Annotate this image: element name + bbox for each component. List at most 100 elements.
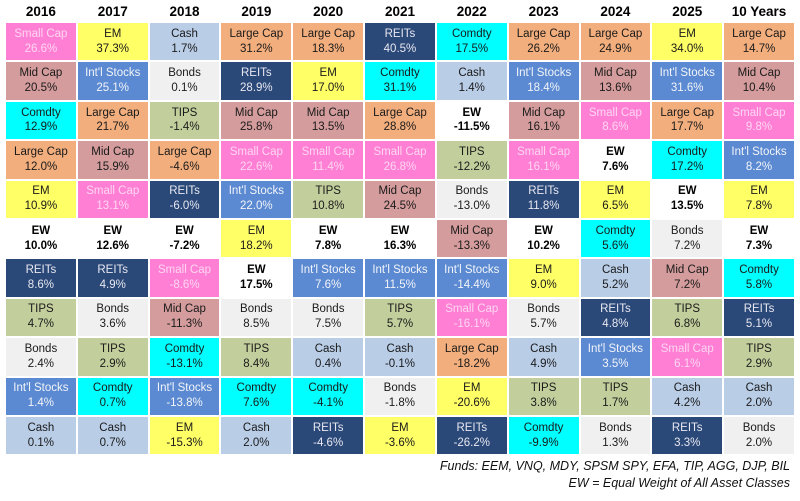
- asset-return: 17.5%: [240, 279, 273, 292]
- asset-cell: TIPS 6.8%: [652, 298, 723, 337]
- asset-cell: Mid Cap 7.2%: [652, 259, 723, 297]
- asset-name: Large Cap: [444, 342, 499, 355]
- asset-cell: Small Cap 9.8%: [724, 101, 794, 140]
- asset-cell: Comdty -13.1%: [149, 338, 220, 376]
- asset-cell: Mid Cap 15.9%: [77, 141, 148, 179]
- asset-return: 8.5%: [243, 318, 270, 331]
- asset-name: Comdty: [739, 264, 779, 277]
- asset-name: Large Cap: [301, 27, 356, 40]
- asset-cell: Small Cap 13.1%: [77, 180, 148, 218]
- asset-name: Comdty: [308, 382, 348, 395]
- asset-name: Large Cap: [660, 106, 715, 119]
- asset-cell: EW -7.2%: [149, 219, 220, 258]
- asset-name: Cash: [314, 342, 342, 355]
- asset-cell: TIPS 2.9%: [77, 338, 148, 376]
- asset-cell: EM -20.6%: [436, 377, 507, 415]
- asset-return: 5.7%: [530, 318, 557, 331]
- asset-name: EW: [749, 224, 769, 237]
- asset-cell: Cash 0.1%: [6, 416, 76, 455]
- asset-return: -18.2%: [453, 357, 490, 370]
- asset-name: EM: [534, 264, 553, 277]
- asset-cell: EW 7.8%: [293, 219, 364, 258]
- asset-name: Small Cap: [229, 145, 283, 158]
- asset-cell: Bonds 7.5%: [293, 298, 364, 337]
- asset-name: Comdty: [380, 67, 420, 80]
- asset-cell: EM 9.0%: [508, 259, 579, 297]
- asset-return: -4.6%: [169, 160, 200, 173]
- asset-cell: EM 37.3%: [77, 23, 148, 61]
- asset-name: Cash: [601, 264, 629, 277]
- asset-name: Bonds: [240, 303, 273, 316]
- year-header: 2018: [149, 2, 220, 21]
- asset-cell: Small Cap -8.6%: [149, 259, 220, 297]
- asset-return: 2.0%: [243, 436, 270, 449]
- asset-return: 5.7%: [386, 318, 414, 331]
- asset-name: TIPS: [530, 382, 557, 395]
- asset-name: Mid Cap: [19, 67, 63, 80]
- asset-return: 11.5%: [384, 279, 416, 292]
- quilt-column: 2025 EM 34.0% Int'l Stocks 31.6% Large Cap 17.…: [652, 2, 723, 455]
- quilt-column: 2024 Large Cap 24.9% Mid Cap 13.6% Small Cap 8…: [580, 2, 651, 455]
- asset-name: TIPS: [243, 342, 270, 355]
- asset-return: 13.1%: [96, 200, 130, 213]
- asset-return: 7.5%: [315, 318, 342, 331]
- asset-name: Cash: [27, 421, 55, 434]
- asset-name: EM: [391, 421, 409, 434]
- asset-cell: Comdty 5.8%: [724, 259, 794, 297]
- asset-name: TIPS: [28, 303, 54, 316]
- asset-return: 31.2%: [240, 42, 273, 55]
- asset-name: Mid Cap: [522, 106, 565, 119]
- asset-return: 16.1%: [527, 160, 560, 173]
- asset-cell: EW -11.5%: [436, 101, 507, 140]
- asset-name: EM: [104, 27, 122, 40]
- asset-name: Bonds: [96, 303, 130, 316]
- asset-return: 2.9%: [745, 357, 773, 370]
- asset-cell: Comdty 5.6%: [580, 219, 651, 258]
- asset-return: 28.9%: [240, 82, 273, 95]
- asset-cell: EW 7.6%: [580, 141, 651, 179]
- asset-cell: REITs 8.6%: [6, 259, 76, 297]
- asset-name: Bonds: [24, 342, 58, 355]
- asset-return: 10.8%: [311, 200, 345, 213]
- asset-return: -13.0%: [453, 200, 490, 213]
- quilt-column: 2022 Comdty 17.5% Cash 1.4% EW -11.5% TIPS -12.2…: [436, 2, 507, 455]
- asset-return: -11.5%: [453, 121, 490, 134]
- asset-name: Bonds: [527, 303, 560, 316]
- asset-cell: Comdty -4.1%: [293, 377, 364, 415]
- asset-name: EM: [319, 67, 337, 80]
- year-header: 10 Years: [724, 2, 794, 21]
- asset-cell: Small Cap 8.6%: [580, 101, 651, 140]
- asset-cell: REITs -26.2%: [436, 416, 507, 455]
- asset-return: -1.4%: [169, 121, 200, 134]
- asset-return: 1.3%: [602, 436, 629, 449]
- asset-name: Bonds: [742, 421, 776, 434]
- asset-cell: REITs 40.5%: [365, 23, 435, 61]
- asset-return: 3.8%: [530, 397, 557, 410]
- asset-return: 25.8%: [240, 121, 273, 134]
- asset-cell: Comdty 12.9%: [6, 101, 76, 140]
- asset-name: EW: [390, 224, 410, 237]
- asset-return: 22.0%: [240, 200, 273, 213]
- year-header: 2023: [508, 2, 579, 21]
- asset-return: 18.2%: [240, 239, 273, 252]
- asset-return: 5.2%: [602, 279, 629, 292]
- asset-name: Cash: [530, 342, 558, 355]
- asset-return: 18.4%: [527, 82, 560, 95]
- asset-name: Cash: [745, 382, 773, 395]
- asset-return: 24.5%: [383, 200, 417, 213]
- asset-cell: Large Cap -18.2%: [436, 338, 507, 376]
- asset-cell: EM 6.5%: [580, 180, 651, 218]
- year-header: 2017: [77, 2, 148, 21]
- asset-return: 3.3%: [674, 436, 701, 449]
- asset-name: REITs: [97, 264, 129, 277]
- asset-cell: TIPS -1.4%: [149, 101, 220, 140]
- asset-name: TIPS: [674, 303, 700, 316]
- asset-cell: Bonds 8.5%: [221, 298, 292, 337]
- asset-name: Small Cap: [158, 264, 212, 277]
- asset-cell: Large Cap 17.7%: [652, 101, 723, 140]
- asset-cell: Int'l Stocks 31.6%: [652, 62, 723, 100]
- asset-cell: Mid Cap 13.6%: [580, 62, 651, 100]
- asset-cell: Int'l Stocks 22.0%: [221, 180, 292, 218]
- quilt-column: 10 Years Large Cap 14.7% Mid Cap 10.4% Small …: [724, 2, 794, 455]
